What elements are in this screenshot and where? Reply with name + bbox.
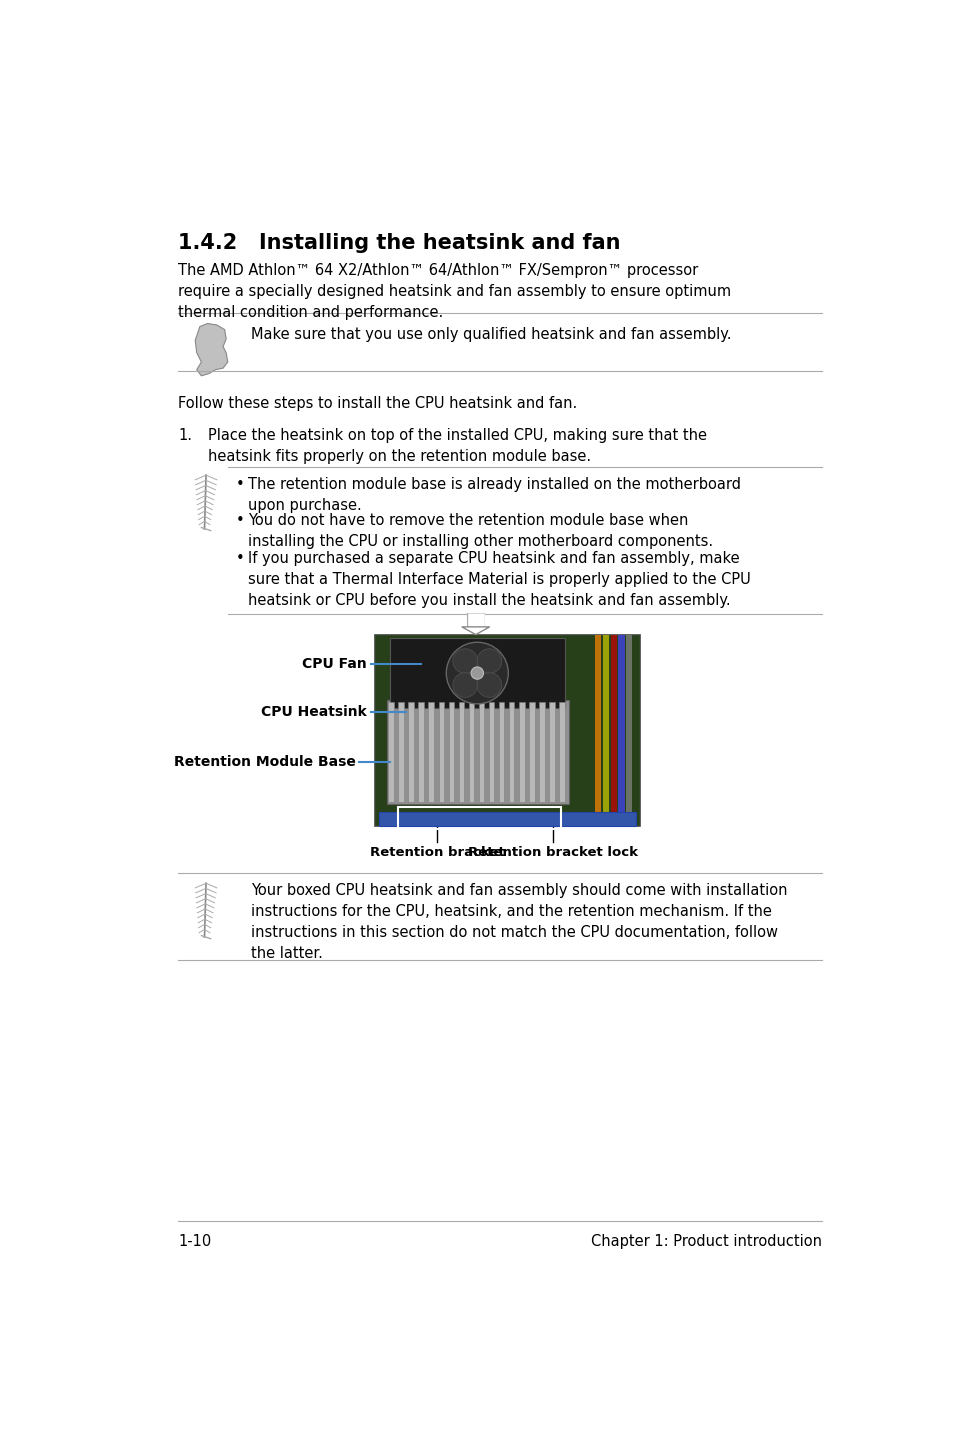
Circle shape [446,643,508,703]
Bar [509,702,514,802]
Text: CPU Fan: CPU Fan [302,657,367,670]
Text: If you purchased a separate CPU heatsink and fan assembly, make
sure that a Ther: If you purchased a separate CPU heatsink… [248,551,750,608]
Bar [602,634,608,825]
Bar [397,702,403,802]
Bar [386,700,568,804]
Text: Retention bracket: Retention bracket [369,847,504,860]
Text: Chapter 1: Product introduction: Chapter 1: Product introduction [590,1234,821,1248]
Bar [388,702,394,802]
Bar [397,807,560,828]
Bar [595,634,600,825]
Bar [610,634,617,825]
Bar [488,702,494,802]
Bar [618,634,624,825]
Bar [558,702,564,802]
Bar [518,702,524,802]
Text: 1-10: 1-10 [178,1234,212,1248]
Bar [378,811,636,825]
Circle shape [476,649,501,673]
Text: Retention bracket lock: Retention bracket lock [468,847,638,860]
Polygon shape [195,324,228,375]
Bar [625,634,632,825]
Text: 1.: 1. [178,429,193,443]
Text: •: • [235,513,244,528]
Bar [538,702,544,802]
Text: Your boxed CPU heatsink and fan assembly should come with installation
instructi: Your boxed CPU heatsink and fan assembly… [251,883,786,961]
Text: 1.4.2   Installing the heatsink and fan: 1.4.2 Installing the heatsink and fan [178,233,620,253]
Text: CPU Heatsink: CPU Heatsink [261,705,367,719]
Bar [448,702,454,802]
Text: You do not have to remove the retention module base when
installing the CPU or i: You do not have to remove the retention … [248,513,712,549]
Bar [428,702,434,802]
Text: The retention module base is already installed on the motherboard
upon purchase.: The retention module base is already ins… [248,477,740,513]
Bar [458,702,464,802]
Text: •: • [235,477,244,492]
Bar [438,702,443,802]
Polygon shape [461,627,489,634]
Circle shape [453,673,477,697]
Bar [408,702,414,802]
Text: •: • [235,551,244,567]
Bar [390,638,564,707]
Bar [375,634,639,825]
Bar [375,634,639,825]
Bar [498,702,504,802]
Text: Make sure that you use only qualified heatsink and fan assembly.: Make sure that you use only qualified he… [251,326,731,342]
Bar [468,702,474,802]
Circle shape [476,673,501,697]
Text: The AMD Athlon™ 64 X2/Athlon™ 64/Athlon™ FX/Sempron™ processor
require a special: The AMD Athlon™ 64 X2/Athlon™ 64/Athlon™… [178,263,731,321]
Circle shape [471,667,483,679]
Bar [529,702,534,802]
Bar [549,702,555,802]
Circle shape [453,649,477,673]
Text: Place the heatsink on top of the installed CPU, making sure that the
heatsink fi: Place the heatsink on top of the install… [208,429,706,464]
Bar [478,702,484,802]
Text: Follow these steps to install the CPU heatsink and fan.: Follow these steps to install the CPU he… [178,395,578,411]
Bar [418,702,423,802]
Text: Retention Module Base: Retention Module Base [173,755,355,768]
